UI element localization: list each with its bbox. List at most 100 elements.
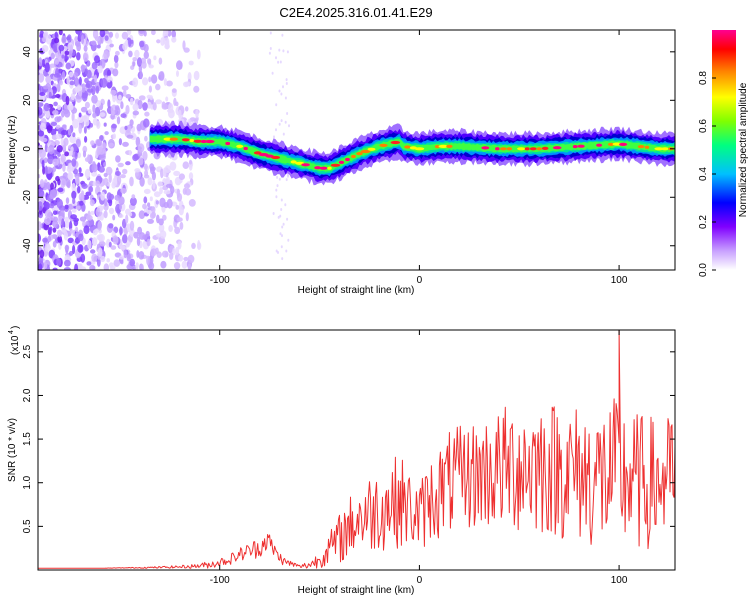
spectrogram-noise-blob (173, 170, 181, 177)
spectrogram-noise-blob (46, 146, 50, 153)
spectrogram-noise-blob (87, 154, 90, 163)
spectrogram-noise-blob (138, 210, 146, 220)
spectrogram-noise-blob (99, 30, 106, 38)
spectrogram-noise-blob (149, 196, 153, 202)
x-tick-label: -100 (210, 575, 230, 586)
spectrogram-noise-blob (135, 262, 139, 269)
spectrogram-noise-blob (71, 190, 77, 200)
spectrogram-noise-blob (162, 214, 167, 221)
spectrogram-noise-blob (61, 226, 66, 233)
spectrogram-noise-blob (177, 240, 182, 250)
spectrogram-noise-blob (189, 159, 192, 165)
spectrogram-noise-blob (40, 122, 46, 132)
spectrogram-noise-blob (164, 178, 170, 186)
spectrogram-noise-blob (112, 235, 119, 245)
spectrogram-noise-blob (278, 177, 281, 181)
colorbar-label: Normalized spectral amplitude (738, 82, 749, 217)
spectrogram-noise-blob (138, 232, 146, 240)
spectrogram-noise-blob (132, 57, 138, 62)
spectrogram-noise-blob (72, 118, 79, 129)
spectrogram-noise-blob (276, 184, 279, 188)
spectrogram-ridge-peak (163, 137, 173, 141)
spectrogram-noise-blob (104, 35, 109, 41)
spectrogram-noise-blob (269, 31, 272, 35)
spectrogram-noise-blob (150, 74, 158, 84)
spectrogram-noise-blob (155, 83, 161, 91)
spectrogram-noise-blob (125, 241, 131, 246)
spectrogram-noise-blob (75, 226, 79, 233)
spectrogram-ridge-peak (446, 144, 453, 148)
spectrogram-noise-blob (90, 140, 95, 146)
spectrogram-noise-blob (108, 31, 114, 38)
spectrogram-noise-blob (152, 179, 156, 190)
spectrogram-noise-blob (184, 81, 191, 87)
spectrogram-noise-blob (44, 165, 48, 176)
spectrogram-noise-blob (175, 204, 180, 210)
spectrogram-noise-blob (43, 201, 50, 210)
snr-line (38, 330, 675, 569)
spectrogram-noise-blob (144, 163, 148, 171)
spectrogram-noise-blob (125, 161, 131, 166)
spectrogram-noise-blob (79, 216, 87, 222)
spectrogram-noise-blob (67, 172, 74, 181)
spectrogram-y-ticks: -40 -20 0 20 40 (22, 46, 675, 253)
spectrogram-noise-blob (87, 239, 92, 250)
spectrogram-noise-blob (56, 257, 62, 267)
spectrogram-noise-blob (64, 54, 68, 63)
spectrogram-noise-blob (286, 112, 289, 115)
spectrogram-noise-blob (56, 82, 61, 93)
spectrogram-noise-blob (119, 245, 126, 250)
spectrogram-noise-blob (280, 245, 283, 249)
spectrogram-ridge-peak (314, 166, 321, 170)
spectrogram-noise-blob (91, 237, 98, 247)
spectrogram-noise-blob (176, 217, 183, 223)
spectrogram-noise-blob (128, 37, 132, 47)
spectrogram-noise-blob (275, 128, 277, 132)
spectrogram-noise-blob (67, 237, 74, 244)
spectrogram-noise-blob (96, 139, 102, 147)
spectrogram-noise-blob (97, 65, 103, 74)
spectrogram-noise-blob (195, 109, 199, 119)
spectrogram-noise-blob (276, 175, 279, 179)
spectrogram-noise-blob (155, 99, 163, 105)
spectrogram-noise-blob (172, 248, 176, 256)
spectrogram-noise-blob (98, 166, 105, 173)
spectrogram-noise-blob (143, 30, 147, 37)
spectrogram-noise-blob (146, 209, 153, 215)
spectrogram-noise-blob (57, 152, 61, 157)
spectrogram-noise-blob (285, 82, 288, 85)
spectrogram-noise-blob (164, 165, 171, 174)
spectrogram-noise-blob (107, 99, 111, 109)
spectrogram-noise-blob (132, 77, 139, 88)
spectrogram-ridge-peak (390, 140, 401, 145)
colorbar-tick-label: 0.2 (698, 215, 709, 229)
spectrogram-noise-blob (72, 132, 76, 138)
spectrogram-noise-blob (125, 94, 132, 99)
spectrogram-noise-blob (44, 209, 52, 219)
spectrogram-noise-blob (281, 257, 284, 261)
spectrogram-noise-blob (124, 125, 128, 130)
spectrogram-noise-blob (84, 101, 90, 109)
spectrogram-noise-blob (70, 92, 76, 101)
spectrogram-noise-blob (133, 231, 139, 239)
spectrogram-noise-field (38, 30, 290, 270)
spectrogram-noise-blob (83, 45, 88, 52)
colorbar-tick-label: 0.6 (698, 119, 709, 133)
spectrogram-noise-blob (71, 158, 77, 167)
spectrogram-noise-blob (129, 258, 136, 267)
spectrogram-noise-blob (38, 72, 45, 83)
spectrogram-y-label: Frequency (Hz) (7, 116, 18, 185)
spectrogram-noise-blob (38, 174, 41, 179)
spectrogram-noise-blob (53, 101, 58, 107)
spectrogram-noise-blob (153, 191, 161, 198)
spectrogram-noise-blob (73, 219, 79, 227)
spectrogram-noise-blob (120, 188, 127, 194)
spectrogram-noise-blob (287, 238, 290, 242)
spectrogram-noise-blob (86, 69, 92, 79)
spectrogram-noise-blob (52, 240, 57, 248)
spectrogram-noise-blob (68, 71, 74, 78)
spectrogram-noise-blob (38, 160, 41, 170)
spectrogram-ridge-peak (517, 147, 526, 151)
spectrogram-noise-blob (115, 32, 119, 39)
spectrogram-noise-blob (73, 72, 79, 78)
